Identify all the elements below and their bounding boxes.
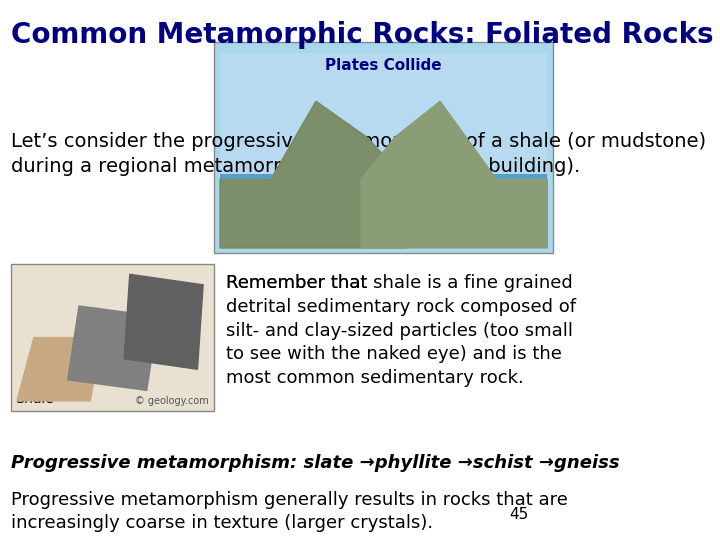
Polygon shape (220, 102, 406, 248)
Polygon shape (68, 306, 158, 390)
Text: Let’s consider the progressive metamorphism of a shale (or mudstone) during a re: Let’s consider the progressive metamorph… (12, 132, 706, 176)
Text: Progressive metamorphism generally results in rocks that are
increasingly coarse: Progressive metamorphism generally resul… (12, 490, 568, 532)
Text: Remember that: Remember that (225, 274, 373, 292)
Polygon shape (17, 338, 102, 401)
Text: 45: 45 (510, 507, 528, 522)
Text: Common Metamorphic Rocks: Foliated Rocks: Common Metamorphic Rocks: Foliated Rocks (12, 21, 714, 49)
Polygon shape (124, 274, 203, 369)
FancyBboxPatch shape (220, 174, 547, 248)
Polygon shape (361, 102, 547, 248)
Polygon shape (220, 102, 406, 248)
Text: Progressive metamorphism: slate →phyllite →schist →gneiss: Progressive metamorphism: slate →phyllit… (12, 454, 620, 471)
Text: Plates Collide: Plates Collide (325, 58, 442, 73)
FancyBboxPatch shape (12, 264, 215, 411)
FancyBboxPatch shape (220, 53, 547, 179)
Text: Shale: Shale (17, 392, 55, 406)
Text: Remember that shale is a fine grained
detrital sedimentary rock composed of
silt: Remember that shale is a fine grained de… (225, 274, 576, 387)
Text: © geology.com: © geology.com (135, 396, 209, 406)
FancyBboxPatch shape (215, 42, 553, 253)
